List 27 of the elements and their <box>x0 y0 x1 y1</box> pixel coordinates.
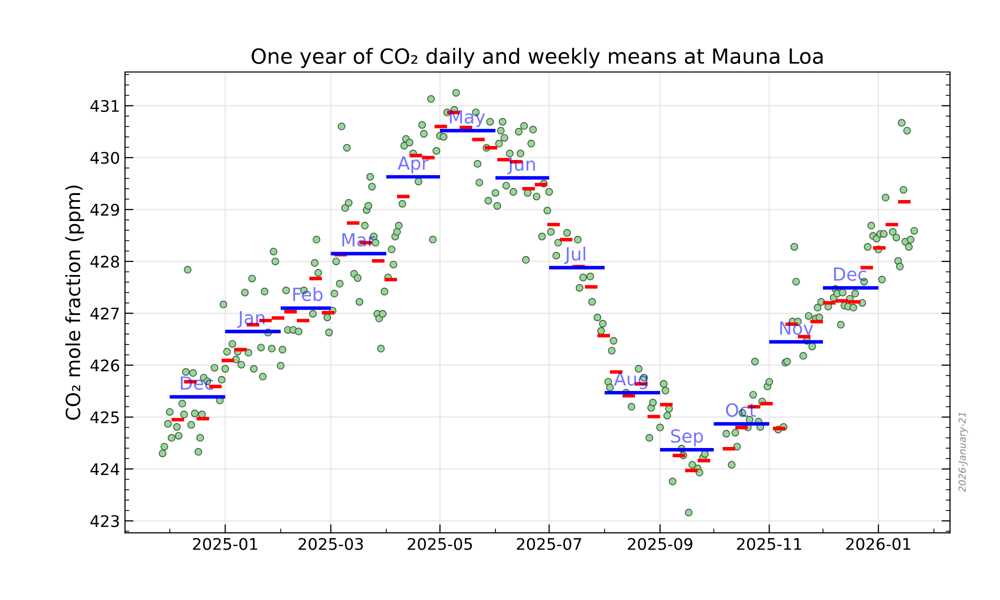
y-tick-label: 430 <box>90 152 120 164</box>
annotation: Nov <box>780 321 814 335</box>
y-tick-label: 429 <box>90 204 120 216</box>
y-tick-label: 428 <box>90 256 120 268</box>
annotation: Dec <box>834 267 866 281</box>
y-tick-label: 426 <box>90 359 120 372</box>
annotation: Sep <box>671 429 703 446</box>
x-tick-label: 2026-01 <box>846 538 910 550</box>
y-tick-label: 425 <box>90 411 119 424</box>
annotation: Apr <box>398 156 429 174</box>
text: 2026-January-21 <box>958 412 968 492</box>
y-tick-label: 427 <box>90 308 119 320</box>
x-tick-label: 2025-05 <box>408 538 472 550</box>
y-tick-label: 431 <box>90 100 119 112</box>
y-axis-title: CO₂ mole fraction (ppm) <box>65 186 84 420</box>
x-tick-label: 2025-09 <box>628 538 692 550</box>
annotation: Jul <box>564 246 586 264</box>
y-tick-label: 423 <box>90 515 119 528</box>
annotation: May <box>450 110 485 128</box>
x-tick-label: 2025-07 <box>516 538 582 550</box>
annotation: Feb <box>293 287 323 302</box>
x-tick-label: 2025-03 <box>298 538 363 550</box>
chart-title: One year of CO₂ daily and weekly means at Mauna Loa <box>252 48 823 68</box>
annotation: Jun <box>507 157 535 174</box>
y-tick-label: 424 <box>90 463 120 476</box>
x-tick-label: 2025-11 <box>737 538 802 550</box>
x-tick-label: 2025-01 <box>193 538 258 550</box>
